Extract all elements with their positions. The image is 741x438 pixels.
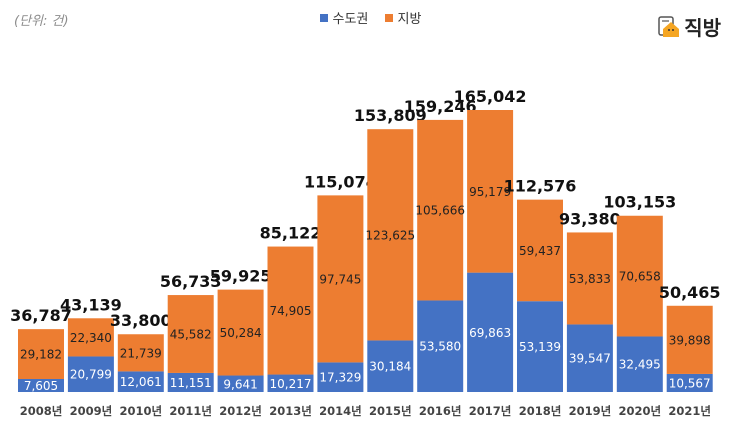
data-label-local: 95,179 [469,185,511,199]
x-tick-label: 2021년 [668,404,711,418]
total-label: 165,042 [454,87,527,106]
data-label-capital: 9,641 [223,377,257,391]
total-label: 33,800 [110,311,172,330]
x-tick-label: 2019년 [569,404,612,418]
x-tick-label: 2017년 [469,404,512,418]
total-label: 43,139 [60,295,122,314]
bar-segment-local [217,289,264,376]
data-label-local: 97,745 [319,272,361,286]
x-tick-label: 2010년 [120,404,163,418]
bar-segment-local [117,334,164,372]
x-tick-label: 2009년 [70,404,113,418]
bar-segment-local [616,215,663,337]
bar-segment-capital [117,371,164,392]
x-tick-label: 2020년 [619,404,662,418]
legend: 수도권 지방 [0,8,741,27]
bar-segment-capital [467,272,514,392]
total-label: 153,809 [354,106,427,125]
legend-label-capital: 수도권 [332,12,369,27]
data-label-local: 74,905 [270,304,312,318]
bar-segment-capital [417,300,464,392]
data-label-capital: 53,580 [419,340,461,354]
bar-segment-local [417,119,464,301]
x-tick-label: 2016년 [419,404,462,418]
data-label-capital: 20,799 [70,368,112,382]
x-tick-label: 2013년 [269,404,312,418]
x-tick-label: 2018년 [519,404,562,418]
legend-item-capital: 수도권 [319,8,369,27]
bar-segment-local [467,110,514,273]
data-label-local: 70,658 [619,270,661,284]
bar-segment-local [317,195,364,363]
bar-segment-local [167,295,214,373]
data-label-local: 123,625 [365,228,415,242]
legend-label-local: 지방 [397,12,422,27]
x-tick-label: 2011년 [169,404,212,418]
bar-segment-local [18,329,64,380]
data-label-capital: 39,547 [569,352,611,366]
data-label-local: 50,284 [220,326,262,340]
bar-segment-local [67,318,114,357]
bar-segment-capital [616,336,663,392]
bar-segment-capital [666,373,713,392]
data-label-capital: 17,329 [319,371,361,385]
zigbang-logo: 직방 [657,12,721,41]
total-label: 112,576 [504,177,577,196]
data-label-capital: 7,605 [24,379,58,393]
data-label-capital: 32,495 [619,358,661,372]
data-label-local: 29,182 [20,348,62,362]
data-label-capital: 12,061 [120,375,162,389]
total-label: 93,380 [559,209,621,228]
data-label-local: 22,340 [70,331,112,345]
data-label-local: 53,833 [569,272,611,286]
data-label-capital: 11,151 [170,376,212,390]
total-label: 115,074 [304,172,377,191]
legend-swatch-local [384,13,393,22]
total-label: 59,925 [210,267,272,286]
data-label-local: 59,437 [519,244,561,258]
total-label: 56,733 [160,272,222,291]
total-label: 85,122 [260,224,322,243]
bar-segment-capital [67,356,114,392]
bar-segment-capital [18,379,64,392]
data-label-capital: 10,217 [270,377,312,391]
data-label-local: 45,582 [170,328,212,342]
bar-segment-capital [267,374,314,392]
bar-segment-local [367,129,414,341]
bar-segment-capital [367,340,414,392]
data-label-capital: 30,184 [369,360,411,374]
total-label: 36,787 [10,306,72,325]
data-label-capital: 69,863 [469,326,511,340]
bar-segment-local [566,232,613,325]
data-label-capital: 53,139 [519,340,561,354]
x-tick-label: 2012년 [219,404,262,418]
bar-segment-local [666,305,713,374]
legend-item-local: 지방 [384,8,422,27]
unit-label: (단위: 건) [14,14,69,29]
bar-segment-capital [517,301,563,392]
bar-segment-local [517,199,563,302]
logo-text: 직방 [684,16,721,40]
data-label-local: 39,898 [669,333,711,347]
x-tick-label: 2015년 [369,404,412,418]
legend-swatch-capital [319,13,328,22]
bar-segment-capital [566,324,613,392]
bar-segment-capital [167,372,214,392]
total-label: 103,153 [603,193,676,212]
bar-segment-local [267,246,314,375]
bar-segment-capital [217,375,264,392]
house-icon [658,15,680,37]
data-label-local: 105,666 [415,204,465,218]
bar-segment-capital [317,362,364,392]
total-label: 159,246 [404,97,477,116]
total-label: 50,465 [659,283,721,302]
x-tick-label: 2008년 [20,404,63,418]
x-tick-label: 2014년 [319,404,362,418]
data-label-capital: 10,567 [669,376,711,390]
data-label-local: 21,739 [120,346,162,360]
